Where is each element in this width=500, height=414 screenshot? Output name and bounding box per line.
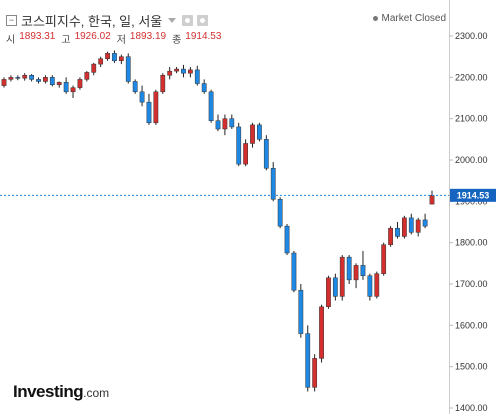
candle-down xyxy=(277,199,283,227)
candle-up xyxy=(353,265,359,281)
high-value: 1926.02 xyxy=(74,31,111,42)
investing-logo[interactable]: Investing.com xyxy=(13,382,109,402)
market-status-label: Market Closed xyxy=(381,13,446,24)
ohlc-readout: 시 1893.31 고 1926.02 저 1893.19 종 1914.53 xyxy=(6,31,223,46)
candle-down xyxy=(208,91,214,121)
candle-down xyxy=(63,82,69,93)
candle-up xyxy=(105,53,110,59)
candle-down xyxy=(257,124,262,140)
candle-down xyxy=(49,77,55,86)
candle-up xyxy=(415,219,421,233)
candle-down xyxy=(291,252,297,291)
close-label: 종 xyxy=(172,35,182,46)
candle-down xyxy=(422,219,428,227)
candle-up xyxy=(388,227,393,245)
candle-down xyxy=(15,77,21,79)
y-tick-label: 1800.00 xyxy=(455,238,488,248)
candle-up xyxy=(381,244,387,274)
market-status: Market Closed xyxy=(372,13,446,24)
candle-down xyxy=(229,118,235,128)
candle-up xyxy=(56,82,62,86)
last-price-badge: 1914.53 xyxy=(450,188,496,202)
high-label: 고 xyxy=(61,35,71,46)
candle-up xyxy=(153,91,159,124)
candle-up xyxy=(174,68,179,72)
candle-down xyxy=(236,126,242,165)
candle-down xyxy=(263,139,269,169)
y-tick-label: 2300.00 xyxy=(455,31,488,41)
open-value: 1893.31 xyxy=(19,31,56,42)
low-label: 저 xyxy=(116,35,126,46)
candle-up xyxy=(187,69,193,74)
candle-up xyxy=(91,63,97,73)
close-value: 1914.53 xyxy=(185,31,222,42)
open-label: 시 xyxy=(6,35,16,46)
candle-up xyxy=(8,77,14,80)
candle-down xyxy=(305,333,311,388)
candle-down xyxy=(298,289,304,334)
logo-name: Investing xyxy=(13,382,84,401)
y-tick-label: 2000.00 xyxy=(455,155,488,165)
candle-up xyxy=(167,70,173,76)
candle-down xyxy=(201,83,207,93)
candles-layer xyxy=(1,50,435,392)
candle-down xyxy=(132,81,138,93)
y-tick-label: 2200.00 xyxy=(455,72,488,82)
y-tick-label: 1500.00 xyxy=(455,362,488,372)
candle-up xyxy=(429,195,435,205)
candle-down xyxy=(346,256,352,281)
candle-up xyxy=(1,79,7,86)
y-tick-label: 1400.00 xyxy=(455,403,488,413)
y-tick-label: 1700.00 xyxy=(455,279,488,289)
candle-up xyxy=(339,256,345,297)
candle-down xyxy=(332,277,338,297)
candle-down xyxy=(112,53,117,62)
candle-up xyxy=(77,79,83,88)
candle-up xyxy=(326,277,331,307)
candle-down xyxy=(395,227,400,237)
candle-up xyxy=(43,77,48,82)
candle-up xyxy=(22,75,28,79)
candle-down xyxy=(194,69,200,84)
candle-up xyxy=(312,358,318,388)
candle-up xyxy=(84,72,90,80)
status-dot-icon xyxy=(372,16,378,21)
candle-down xyxy=(125,56,131,82)
candle-down xyxy=(215,120,221,130)
candle-up xyxy=(118,56,124,62)
y-tick-label: 1600.00 xyxy=(455,320,488,330)
candle-up xyxy=(98,58,104,65)
candle-down xyxy=(29,75,35,80)
candle-up xyxy=(319,306,324,359)
candle-down xyxy=(408,217,414,233)
candle-down xyxy=(146,101,152,124)
candle-up xyxy=(374,273,380,297)
candle-down xyxy=(270,168,276,200)
y-axis-ticks: 2300.002200.002100.002000.001900.001800.… xyxy=(449,31,488,413)
camera-icon[interactable] xyxy=(197,14,209,26)
last-price-label: 1914.53 xyxy=(457,190,490,200)
candle-down xyxy=(367,275,373,297)
candle-up xyxy=(70,87,76,93)
candle-down xyxy=(36,79,41,82)
candle-up xyxy=(250,124,255,144)
candle-up xyxy=(401,217,407,237)
y-tick-label: 2100.00 xyxy=(455,114,488,124)
candle-down xyxy=(181,68,186,74)
chevron-down-icon[interactable] xyxy=(168,17,177,23)
candle-up xyxy=(160,75,166,93)
candle-up xyxy=(243,143,249,165)
low-value: 1893.19 xyxy=(129,31,167,42)
candle-down xyxy=(139,91,145,103)
candle-down xyxy=(360,265,366,276)
candle-up xyxy=(222,118,228,130)
chart-title: 코스피지수, 한국, 일, 서울 xyxy=(21,13,163,29)
minus-box-icon[interactable]: − xyxy=(6,14,17,26)
logo-suffix: .com xyxy=(83,386,110,400)
chart-header: − 코스피지수, 한국, 일, 서울 xyxy=(6,11,209,29)
settings-icon[interactable] xyxy=(182,14,194,26)
candle-down xyxy=(284,225,290,254)
